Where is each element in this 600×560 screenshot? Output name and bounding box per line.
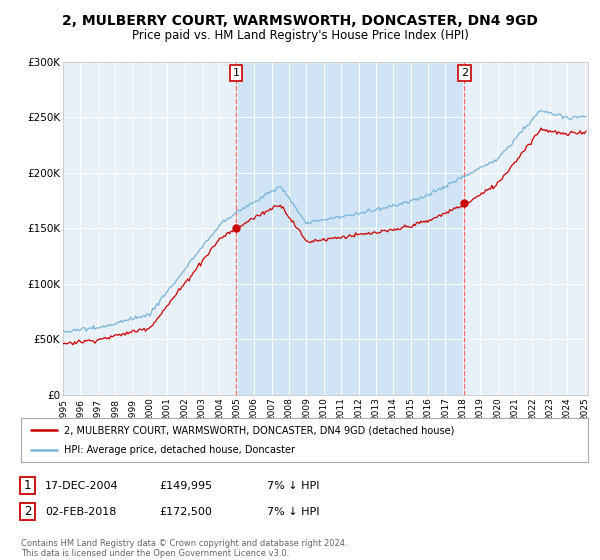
Text: 2: 2 (24, 505, 31, 519)
Text: 2, MULBERRY COURT, WARMSWORTH, DONCASTER, DN4 9GD (detached house): 2, MULBERRY COURT, WARMSWORTH, DONCASTER… (64, 425, 454, 435)
Text: 02-FEB-2018: 02-FEB-2018 (45, 507, 116, 517)
Text: 2: 2 (461, 68, 468, 78)
Text: Contains HM Land Registry data © Crown copyright and database right 2024.
This d: Contains HM Land Registry data © Crown c… (21, 539, 347, 558)
Text: 1: 1 (233, 68, 239, 78)
Bar (236, 62, 464, 395)
Text: 2, MULBERRY COURT, WARMSWORTH, DONCASTER, DN4 9GD: 2, MULBERRY COURT, WARMSWORTH, DONCASTER… (62, 14, 538, 28)
Text: 1: 1 (24, 479, 31, 492)
Text: £149,995: £149,995 (159, 480, 212, 491)
Text: 17-DEC-2004: 17-DEC-2004 (45, 480, 119, 491)
Text: £172,500: £172,500 (159, 507, 212, 517)
Text: Price paid vs. HM Land Registry's House Price Index (HPI): Price paid vs. HM Land Registry's House … (131, 29, 469, 42)
Text: 7% ↓ HPI: 7% ↓ HPI (267, 507, 320, 517)
Text: 7% ↓ HPI: 7% ↓ HPI (267, 480, 320, 491)
Text: HPI: Average price, detached house, Doncaster: HPI: Average price, detached house, Donc… (64, 445, 295, 455)
